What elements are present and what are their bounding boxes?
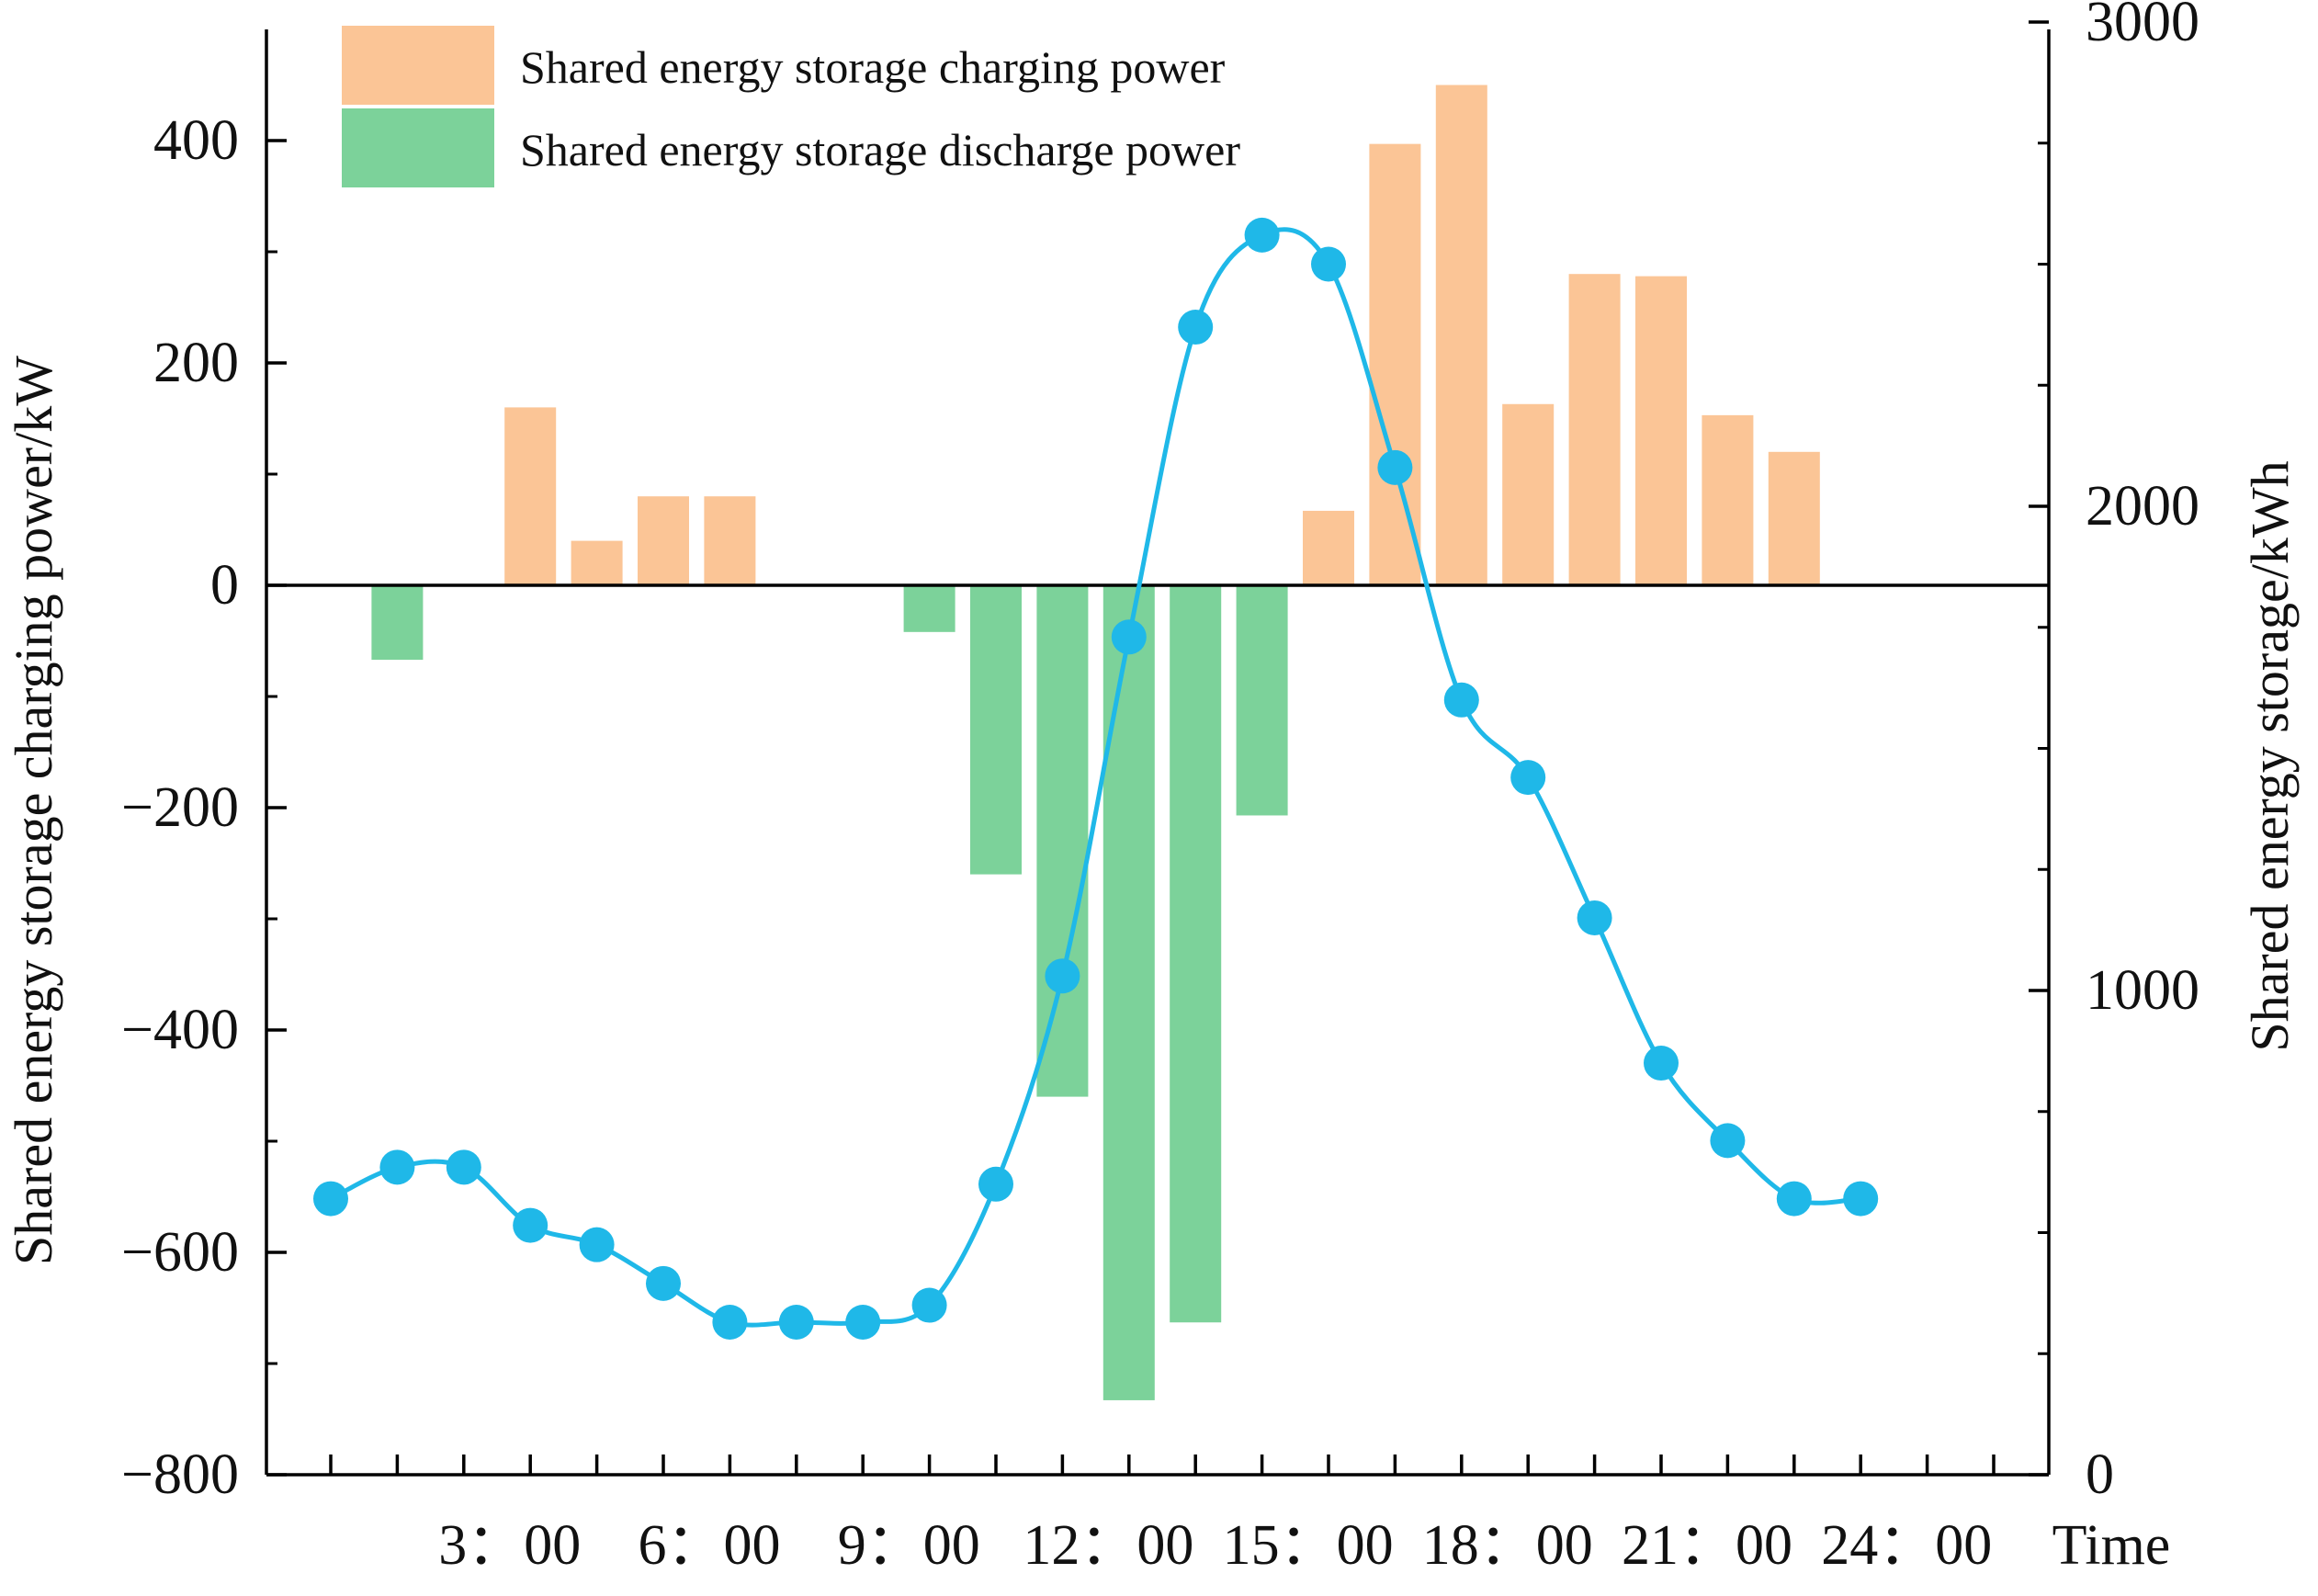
right-y-tick-label: 2000 <box>2086 475 2199 538</box>
left-y-tick-label: 0 <box>210 554 239 617</box>
left-y-axis-title: Shared energy storage charging power/kW <box>4 356 63 1265</box>
storage-point <box>1311 246 1346 282</box>
x-tick-label: 9：00 <box>838 1514 980 1577</box>
x-tick-label: 21：00 <box>1622 1514 1792 1577</box>
charging-power-bar <box>1768 451 1820 585</box>
storage-point <box>1510 760 1546 796</box>
storage-point <box>712 1304 748 1340</box>
storage-point <box>1843 1181 1879 1217</box>
left-y-tick-label: −800 <box>121 1443 239 1506</box>
storage-point <box>1443 682 1479 718</box>
charging-power-bar <box>638 496 689 585</box>
storage-point <box>1710 1123 1746 1159</box>
charging-power-bar <box>571 540 623 585</box>
discharge-power-bar <box>1036 585 1089 1097</box>
storage-point <box>1644 1046 1679 1081</box>
discharge-power-bar <box>1236 585 1288 816</box>
left-y-tick-label: 400 <box>153 109 239 172</box>
legend-swatch-discharge <box>342 108 494 187</box>
charging-power-bar <box>1435 85 1487 585</box>
storage-point <box>911 1287 947 1323</box>
charging-power-bar <box>1369 143 1421 585</box>
charging-power-bar <box>1635 276 1687 585</box>
x-tick-label: 6：00 <box>638 1514 780 1577</box>
charging-power-bar <box>1568 274 1621 585</box>
x-tick-label: 3：00 <box>438 1514 581 1577</box>
storage-point <box>579 1227 615 1262</box>
storage-point <box>845 1304 881 1340</box>
storage-point <box>1045 958 1080 994</box>
left-y-tick-label: 200 <box>153 332 239 394</box>
storage-point <box>778 1304 814 1340</box>
right-y-tick-label: 0 <box>2086 1443 2114 1506</box>
storage-point <box>978 1166 1013 1202</box>
storage-point <box>379 1149 415 1185</box>
storage-point <box>1776 1181 1812 1217</box>
storage-point <box>646 1265 681 1301</box>
left-y-tick-label: −400 <box>121 999 239 1061</box>
discharge-power-bar <box>1170 585 1222 1323</box>
discharge-power-bar <box>371 585 424 661</box>
storage-point <box>1178 310 1214 345</box>
x-axis-title: Time <box>2052 1514 2171 1577</box>
charging-power-bar <box>1502 403 1555 585</box>
storage-point <box>1244 217 1280 253</box>
right-y-tick-label: 1000 <box>2086 959 2199 1022</box>
right-y-tick-label: 3000 <box>2086 0 2199 53</box>
left-y-tick-label: −600 <box>121 1221 239 1284</box>
line-series-layer <box>313 217 1879 1340</box>
charging-power-bar <box>504 407 557 585</box>
storage-point <box>513 1207 548 1243</box>
legend-swatch-charging <box>342 26 494 105</box>
left-y-tick-label: −200 <box>121 776 239 839</box>
storage-point <box>313 1181 348 1217</box>
x-tick-label: 15：00 <box>1223 1514 1394 1577</box>
storage-point <box>1577 900 1612 935</box>
storage-point <box>446 1149 481 1185</box>
discharge-power-bar <box>1102 585 1155 1400</box>
x-tick-label: 12：00 <box>1023 1514 1193 1577</box>
discharge-power-bar <box>903 585 955 632</box>
charging-power-bar <box>1303 510 1354 585</box>
legend: Shared energy storage charging power Shar… <box>342 26 1240 187</box>
storage-point <box>1377 449 1413 485</box>
legend-label-charging: Shared energy storage charging power <box>520 41 1226 93</box>
bars-layer <box>371 85 1820 1400</box>
x-tick-label: 24：00 <box>1821 1514 1992 1577</box>
ticks-layer: −800 −600 −400 −200 0 200 400 0 1000 2000 3000 3：00… <box>121 0 2199 1577</box>
charging-power-bar <box>704 496 756 585</box>
discharge-power-bar <box>970 585 1022 875</box>
legend-label-discharge: Shared energy storage discharge power <box>520 124 1240 175</box>
storage-point <box>1111 619 1147 655</box>
x-tick-label: 18：00 <box>1422 1514 1593 1577</box>
charging-power-bar <box>1702 414 1754 585</box>
right-y-axis-title: Shared energy storage/kWh <box>2240 460 2300 1051</box>
